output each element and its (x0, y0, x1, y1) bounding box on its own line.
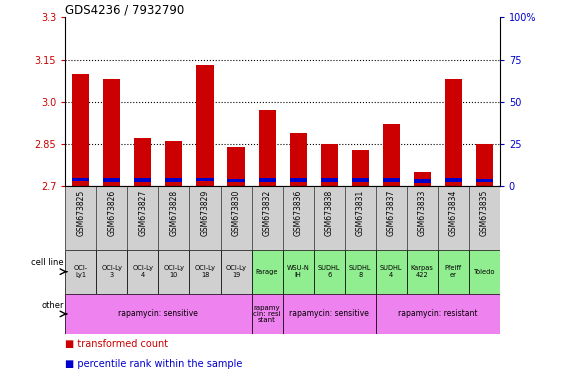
Bar (407, 250, 438, 294)
Text: SUDHL
4: SUDHL 4 (380, 265, 403, 278)
Text: GSM673827: GSM673827 (139, 189, 148, 236)
Bar (220, 250, 252, 294)
Text: GSM673828: GSM673828 (169, 189, 178, 235)
Text: GSM673834: GSM673834 (449, 189, 458, 236)
Bar (290, 133, 307, 186)
Text: SUDHL
6: SUDHL 6 (318, 265, 340, 278)
Bar (320, 144, 337, 186)
Bar (383, 124, 400, 186)
Bar (252, 250, 283, 294)
Bar (320, 178, 337, 182)
Text: GSM673831: GSM673831 (356, 189, 365, 236)
Text: Pfeiff
er: Pfeiff er (445, 265, 462, 278)
Text: GDS4236 / 7932790: GDS4236 / 7932790 (65, 3, 185, 16)
Bar (127, 250, 158, 294)
Bar (197, 65, 214, 186)
Text: OCI-Ly
19: OCI-Ly 19 (225, 265, 247, 278)
Text: other: other (41, 301, 64, 310)
Text: OCI-
Ly1: OCI- Ly1 (74, 265, 88, 278)
Bar (165, 178, 182, 182)
Text: GSM673825: GSM673825 (76, 189, 85, 236)
Text: rapamycin: sensitive: rapamycin: sensitive (119, 310, 198, 318)
Bar (72, 74, 89, 186)
Bar (445, 79, 462, 186)
Bar (158, 250, 190, 294)
Bar (252, 294, 283, 334)
Bar (65, 250, 97, 294)
Text: GSM673829: GSM673829 (201, 189, 210, 236)
Bar (383, 178, 400, 182)
Bar (197, 178, 214, 181)
Bar (228, 179, 245, 182)
Bar (258, 178, 275, 182)
Text: GSM673833: GSM673833 (417, 189, 427, 236)
Text: OCI-Ly
3: OCI-Ly 3 (101, 265, 122, 278)
Bar (135, 178, 152, 182)
Text: Karpas
422: Karpas 422 (411, 265, 434, 278)
Text: WSU-N
IH: WSU-N IH (287, 265, 310, 278)
Bar (476, 179, 493, 182)
Text: SUDHL
8: SUDHL 8 (349, 265, 371, 278)
Bar (283, 294, 375, 334)
Text: GSM673830: GSM673830 (232, 189, 240, 236)
Bar (445, 178, 462, 182)
Bar (375, 250, 407, 294)
Text: ■ transformed count: ■ transformed count (65, 339, 169, 349)
Bar (190, 250, 220, 294)
Bar (283, 250, 314, 294)
Bar (103, 178, 120, 182)
Text: GSM673826: GSM673826 (107, 189, 116, 236)
Text: GSM673838: GSM673838 (325, 189, 333, 236)
Bar (103, 79, 120, 186)
Bar (72, 178, 89, 181)
Bar (345, 250, 375, 294)
Text: OCI-Ly
4: OCI-Ly 4 (132, 265, 153, 278)
Text: rapamycin: resistant: rapamycin: resistant (398, 310, 478, 318)
Text: ■ percentile rank within the sample: ■ percentile rank within the sample (65, 359, 243, 369)
Bar (352, 178, 369, 182)
Bar (476, 144, 493, 186)
Text: cell line: cell line (31, 258, 64, 267)
Bar (414, 172, 431, 186)
Bar (375, 294, 500, 334)
Text: GSM673837: GSM673837 (387, 189, 396, 236)
Text: GSM673835: GSM673835 (480, 189, 489, 236)
Text: rapamy
cin: resi
stant: rapamy cin: resi stant (253, 305, 281, 323)
Bar (65, 294, 252, 334)
Text: GSM673832: GSM673832 (262, 189, 272, 236)
Text: GSM673836: GSM673836 (294, 189, 303, 236)
Text: Toledo: Toledo (474, 269, 495, 275)
Text: OCI-Ly
18: OCI-Ly 18 (194, 265, 215, 278)
Bar (314, 250, 345, 294)
Bar (469, 250, 500, 294)
Bar (414, 179, 431, 182)
Text: OCI-Ly
10: OCI-Ly 10 (164, 265, 185, 278)
Bar (258, 110, 275, 186)
Bar (352, 150, 369, 186)
Text: rapamycin: sensitive: rapamycin: sensitive (289, 310, 369, 318)
Bar (165, 141, 182, 186)
Bar (438, 250, 469, 294)
Bar (135, 138, 152, 186)
Text: Farage: Farage (256, 269, 278, 275)
Bar (97, 250, 127, 294)
Bar (228, 147, 245, 186)
Bar (290, 178, 307, 182)
